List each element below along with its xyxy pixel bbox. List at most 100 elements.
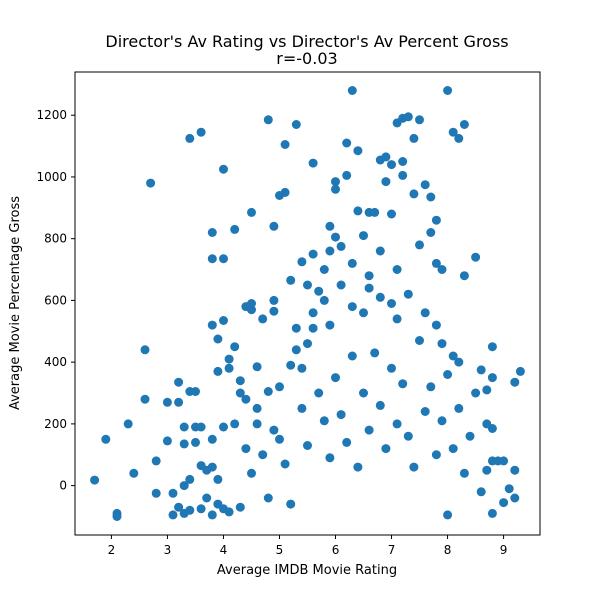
data-point [280,140,290,149]
y-tick-label: 1000 [36,170,67,184]
data-point [482,419,492,429]
data-point [297,257,307,267]
data-point [258,314,268,324]
data-point [286,360,296,370]
data-point [213,366,223,376]
data-point [179,439,189,449]
data-point [443,86,453,95]
data-point [219,422,228,432]
data-point [297,363,307,373]
data-point [202,493,212,503]
data-point [151,488,161,498]
data-point [347,351,357,361]
data-point [247,299,256,308]
data-point [319,265,329,274]
data-point [179,422,189,432]
data-point [403,431,413,441]
data-point [387,299,396,308]
data-point [219,164,228,174]
data-point [415,240,424,250]
data-point [325,320,335,330]
data-point [112,512,122,521]
data-point [263,115,273,125]
data-point [336,280,346,290]
data-point [185,505,195,515]
plot-frame [74,71,541,536]
data-point [275,382,284,392]
data-point [319,416,329,426]
data-point [241,394,251,404]
data-point [196,422,206,432]
data-point [403,112,413,122]
data-point [510,465,520,475]
data-point [459,468,469,478]
data-point [247,305,256,315]
data-point [375,292,385,302]
x-tick-label: 6 [332,543,340,557]
data-point [359,388,368,398]
data-point [504,484,514,494]
data-point [140,345,150,355]
data-point [179,481,189,491]
x-axis-ticks: 2 3 4 5 6 7 8 9 [108,535,507,557]
data-point [207,434,217,444]
data-point [448,127,458,137]
data-point [129,468,139,478]
data-point [381,444,391,454]
data-point [426,382,436,392]
data-point [347,258,357,268]
data-point [493,456,503,466]
data-point [314,286,324,296]
x-tick-label: 7 [388,543,396,557]
data-point [230,342,240,352]
chart-title: Director's Av Rating vs Director's Av Pe… [105,32,508,51]
data-point [342,170,352,180]
data-point [247,207,256,217]
data-point [207,254,217,264]
data-point [415,336,424,345]
data-point [482,465,492,475]
data-point [235,376,245,386]
data-point [431,320,441,330]
data-point [426,228,436,237]
data-point [291,345,301,355]
x-tick-label: 3 [164,543,172,557]
data-point [297,403,307,413]
data-point [219,316,228,325]
data-point [364,271,374,281]
data-point [415,115,424,125]
data-point [387,363,396,373]
data-point [409,189,419,199]
data-point [275,434,284,444]
data-point [280,459,290,469]
chart-subtitle: r=-0.03 [276,49,337,68]
data-point [381,152,391,162]
data-point [471,388,481,398]
data-point [235,502,245,512]
data-point [431,258,441,268]
data-point [459,271,469,281]
data-point [454,357,464,367]
data-point [409,462,419,472]
data-point [185,133,195,143]
data-point [191,437,200,447]
data-point [101,434,111,444]
data-point [207,462,217,472]
data-point [437,339,447,349]
data-point [331,184,340,194]
data-point [331,232,340,242]
data-point [252,403,262,413]
y-axis-label: Average Movie Percentage Gross [8,196,23,410]
data-point [476,487,486,497]
data-point [392,419,402,429]
data-point [319,295,329,305]
data-point [459,120,469,129]
data-point [303,339,312,349]
data-point [207,510,217,520]
data-point [342,138,352,148]
data-point [230,419,240,429]
data-point [224,363,234,373]
data-point [331,177,340,187]
data-point [375,400,385,410]
